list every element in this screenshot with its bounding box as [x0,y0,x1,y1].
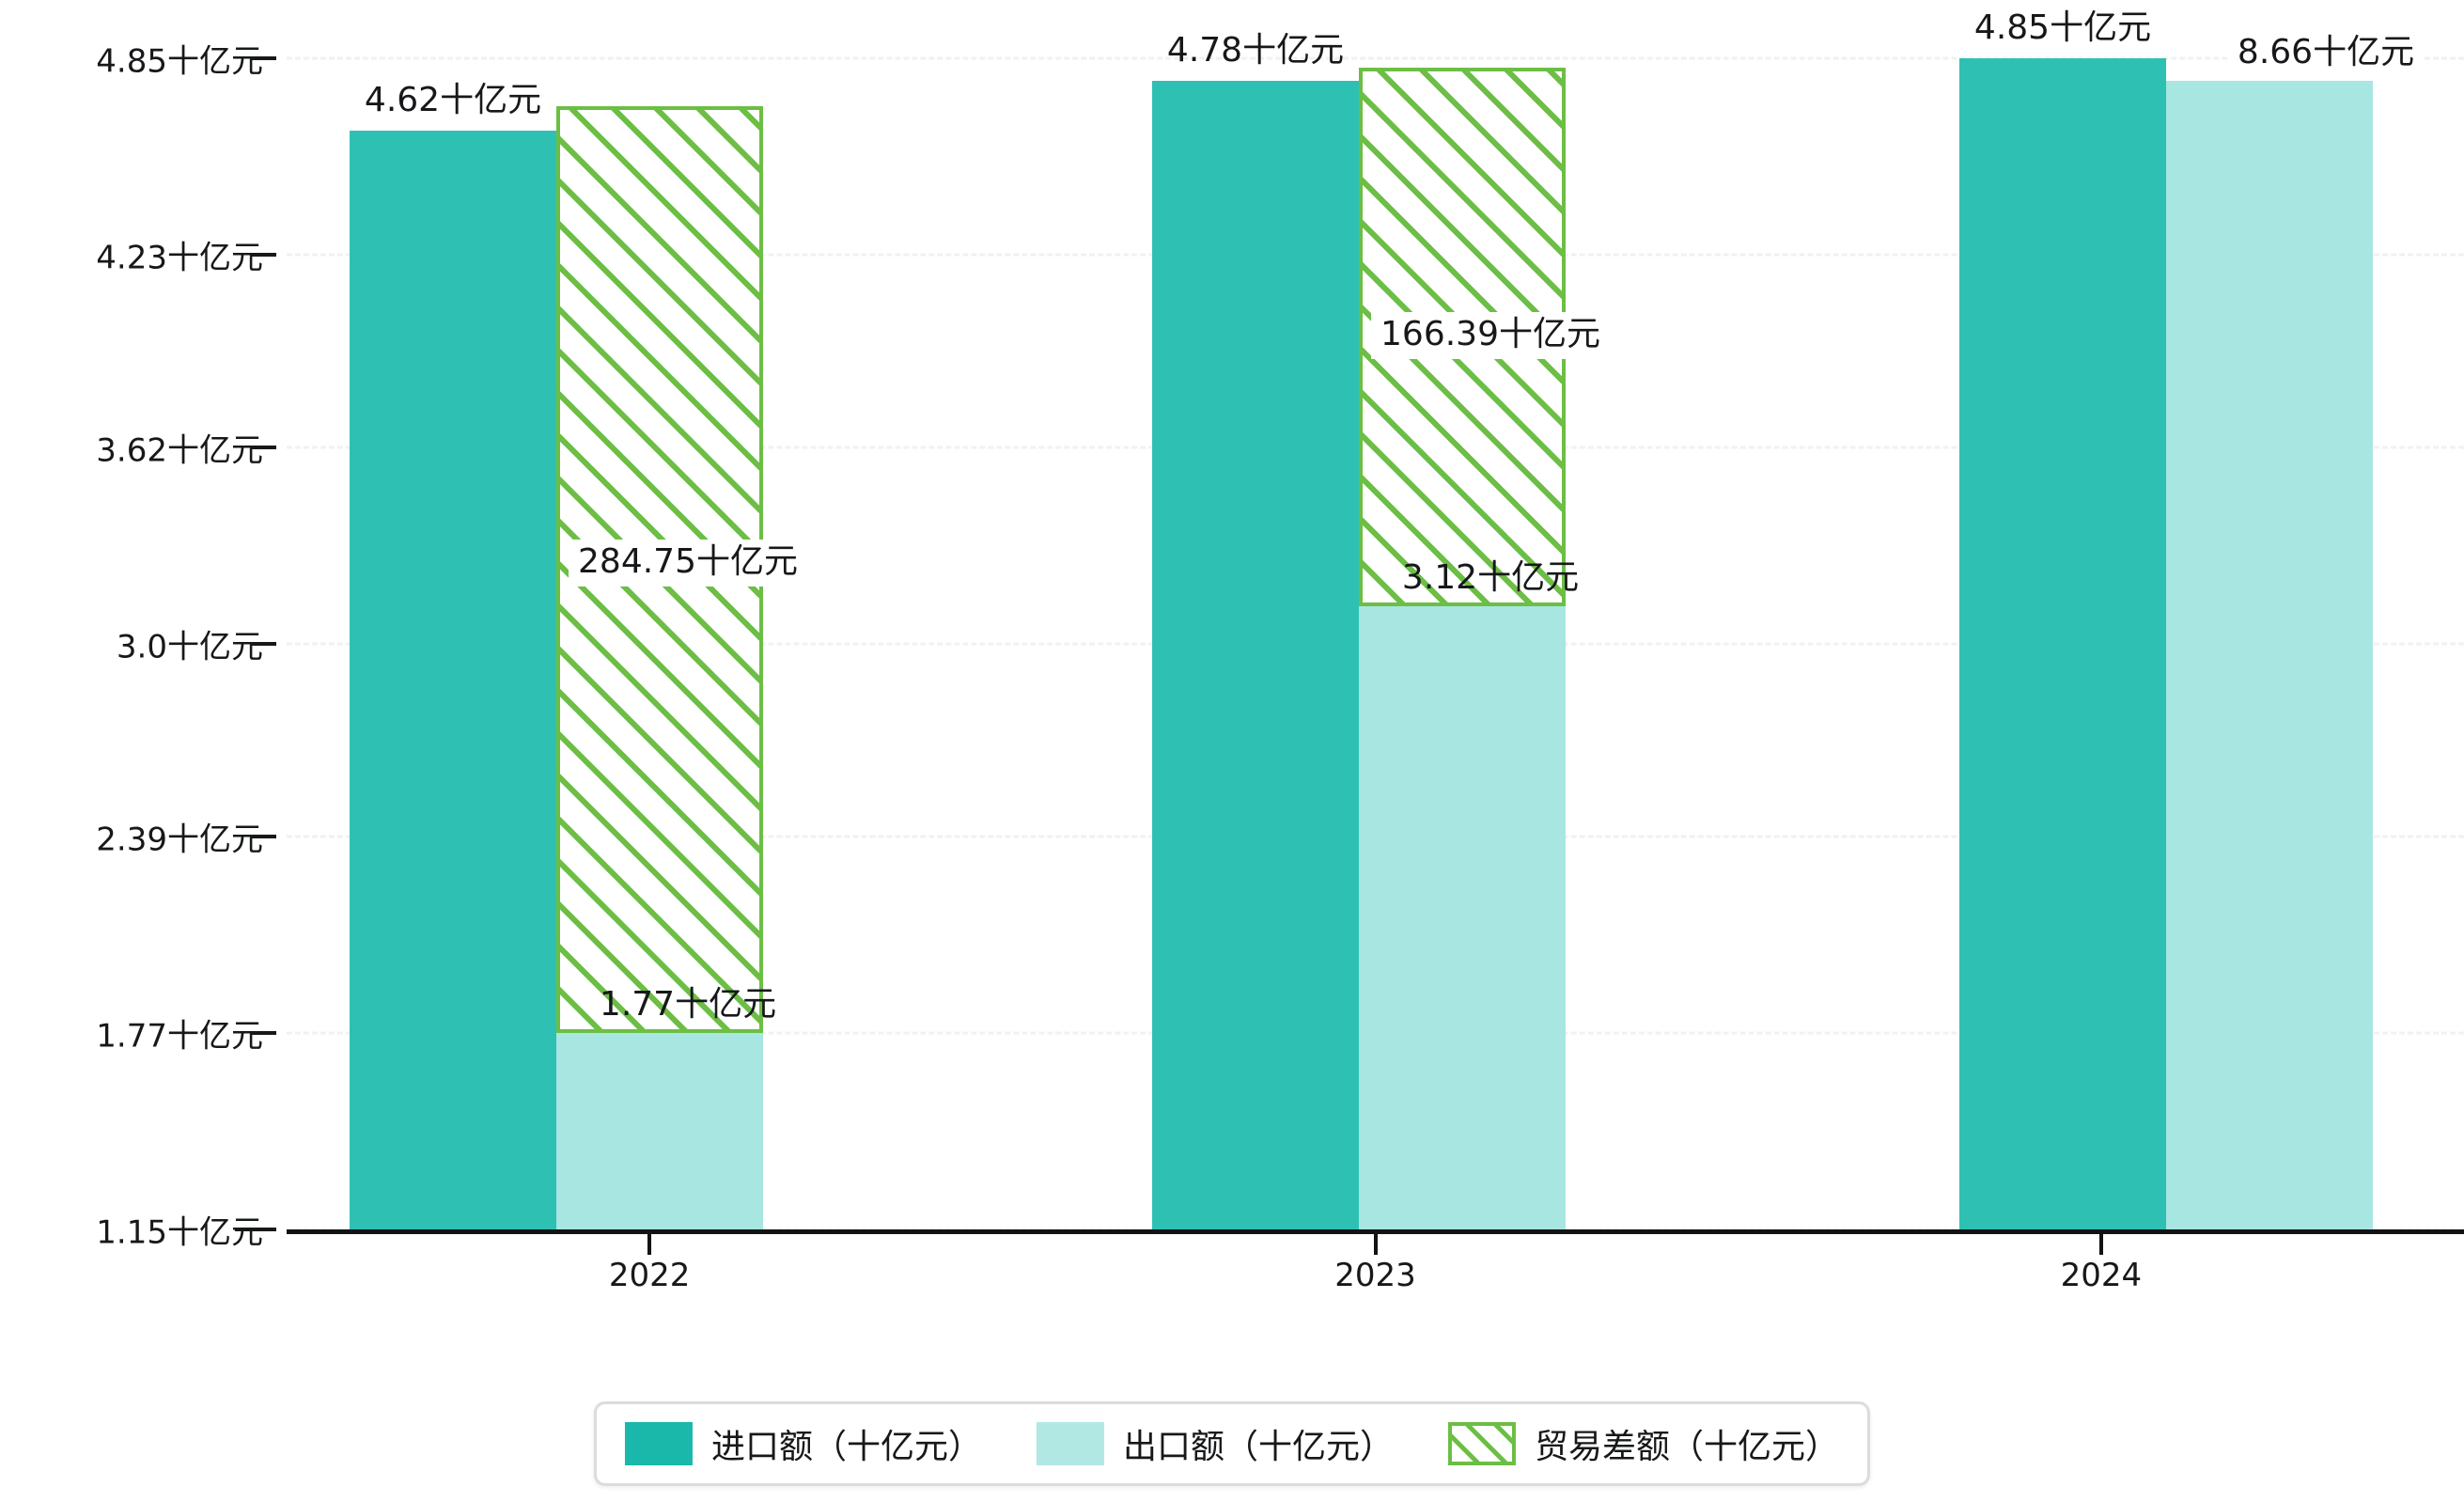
bar-export-2024[interactable] [2166,80,2373,1229]
y-axis-tick-mark [252,446,276,450]
y-axis-tick-mark [252,56,276,60]
bar-export-2022[interactable] [556,1033,763,1229]
y-axis-tick-label: 1.77十亿元 [96,1017,263,1056]
value-label-import-2023: 4.78十亿元 [1166,30,1345,70]
value-label-trade-balance-2022: 284.75十亿元 [569,540,807,587]
gridline [287,56,2464,60]
bar-import-2023[interactable] [1152,80,1359,1229]
y-axis-tick-label: 3.62十亿元 [96,431,263,470]
y-axis-tick-mark [252,1031,276,1036]
x-axis-tick-mark [647,1234,652,1255]
value-label-import-2024: 4.85十亿元 [1973,8,2152,47]
bar-export-2023[interactable] [1359,605,1566,1229]
x-axis-tick-label-2023: 2023 [1334,1257,1416,1294]
legend-swatch-import-icon [624,1422,693,1465]
value-label-trade-balance-2023: 166.39十亿元 [1371,311,1610,359]
value-label-export-2022: 1.77十亿元 [599,985,777,1025]
value-label-import-2022: 4.62十亿元 [364,81,542,120]
legend-item-import[interactable]: 进口额（十亿元） [624,1419,982,1468]
y-axis-tick-mark [252,835,276,839]
bar-import-2022[interactable] [350,131,556,1229]
chart-legend[interactable]: 进口额（十亿元） 出口额（十亿元） 贸易差额（十亿元） [593,1401,1871,1486]
legend-swatch-export-icon [1036,1422,1104,1465]
x-axis-tick-mark [1373,1234,1378,1255]
y-axis-tick-label: 1.15十亿元 [96,1213,263,1252]
x-axis-line [287,1229,2464,1234]
legend-swatch-diff-icon [1448,1422,1517,1465]
legend-item-export[interactable]: 出口额（十亿元） [1036,1419,1395,1468]
y-axis-tick-label: 2.39十亿元 [96,821,263,859]
y-axis-tick-label: 4.23十亿元 [96,239,263,277]
legend-label: 贸易差额（十亿元） [1535,1428,1840,1466]
bar-import-2024[interactable] [1959,58,2166,1229]
y-axis-tick-label: 3.0十亿元 [116,628,263,666]
y-axis-tick-mark [252,642,276,646]
y-axis-tick-mark [252,252,276,257]
x-axis-tick-mark [2098,1234,2103,1255]
y-axis-tick-mark [235,1228,276,1231]
legend-label: 进口额（十亿元） [710,1428,982,1466]
x-axis-tick-label-2022: 2022 [608,1257,691,1294]
value-label-export-2023: 3.12十亿元 [1401,557,1580,597]
value-label-export-2024: 8.66十亿元 [2227,29,2425,77]
y-axis-tick-label: 4.85十亿元 [96,42,263,81]
legend-item-diff[interactable]: 贸易差额（十亿元） [1448,1419,1839,1468]
legend-label: 出口额（十亿元） [1122,1428,1395,1466]
x-axis-tick-label-2024: 2024 [2060,1257,2143,1294]
